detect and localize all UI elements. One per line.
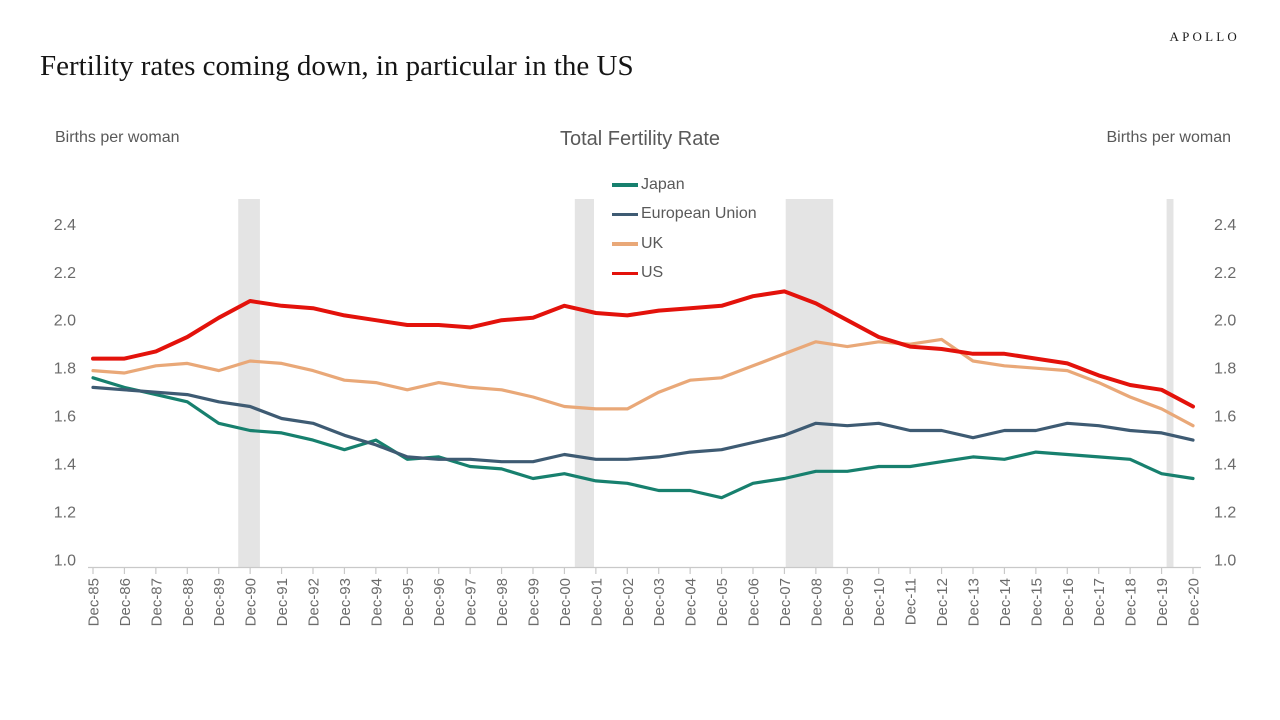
x-tick-label: Dec-09 [840, 578, 857, 626]
x-tick-label: Dec-92 [306, 578, 323, 626]
legend-swatch-uk [612, 242, 638, 246]
y-tick-label-right: 2.2 [1214, 265, 1236, 282]
y-axis-unit-label-right: Births per woman [1106, 129, 1232, 146]
x-tick-label: Dec-87 [148, 578, 165, 626]
y-tick-label-right: 2.0 [1214, 313, 1236, 330]
y-tick-label-right: 1.4 [1214, 457, 1236, 474]
recession-band [1166, 199, 1174, 568]
x-tick-label: Dec-96 [431, 578, 448, 626]
x-tick-label: Dec-88 [180, 578, 197, 626]
y-tick-label-right: 1.6 [1214, 409, 1236, 426]
x-tick-label: Dec-15 [1028, 578, 1045, 626]
series-line-uk [91, 337, 1195, 428]
x-tick-label: Dec-91 [274, 578, 291, 626]
y-tick-label-right: 1.8 [1214, 361, 1236, 378]
y-tick-label-left: 1.8 [54, 361, 76, 378]
y-tick-label-left: 1.4 [54, 457, 76, 474]
y-tick-label-left: 1.2 [54, 505, 76, 522]
y-tick-label-left: 2.2 [54, 265, 76, 282]
x-tick-label: Dec-20 [1186, 578, 1203, 626]
x-tick-label: Dec-99 [526, 578, 543, 626]
x-tick-label: Dec-11 [903, 578, 920, 625]
y-tick-label-left: 2.0 [54, 313, 76, 330]
legend-item-us: US [612, 259, 757, 289]
series-line-european-union [91, 385, 1195, 464]
x-tick-label: Dec-00 [557, 578, 574, 626]
x-tick-label: Dec-90 [243, 578, 260, 626]
x-tick-label: Dec-17 [1091, 578, 1108, 626]
legend-label: Japan [641, 175, 685, 193]
x-tick-label: Dec-05 [714, 578, 731, 626]
y-tick-label-right: 2.4 [1214, 217, 1236, 234]
x-tick-label: Dec-12 [934, 578, 951, 626]
legend-label: UK [641, 234, 664, 252]
legend-swatch-us [612, 271, 638, 275]
x-tick-label: Dec-89 [211, 578, 228, 626]
legend-item-uk: UK [612, 229, 757, 259]
legend-swatch-european-union [612, 212, 638, 216]
y-tick-label-left: 1.0 [54, 553, 76, 570]
x-tick-label: Dec-93 [337, 578, 354, 626]
recession-band [785, 199, 834, 568]
legend-label: US [641, 264, 664, 282]
x-tick-label: Dec-16 [1060, 578, 1077, 626]
x-tick-label: Dec-01 [588, 578, 605, 626]
y-tick-label-right: 1.2 [1214, 505, 1236, 522]
chart-title: Total Fertility Rate [559, 128, 721, 150]
y-tick-label-right: 1.0 [1214, 553, 1236, 570]
y-axis-unit-label-left: Births per woman [55, 129, 180, 146]
x-tick-label: Dec-08 [808, 578, 825, 626]
legend-item-european-union: European Union [612, 200, 757, 230]
series-line-japan [91, 376, 1195, 500]
x-tick-label: Dec-03 [651, 578, 668, 626]
legend-item-japan: Japan [612, 170, 757, 200]
apollo-logo: APOLLO [1169, 29, 1240, 44]
x-tick-label: Dec-06 [746, 578, 763, 626]
legend-label: European Union [641, 205, 757, 223]
x-tick-label: Dec-02 [620, 578, 637, 626]
x-tick-label: Dec-98 [494, 578, 511, 626]
x-tick-label: Dec-19 [1154, 578, 1171, 626]
x-tick-label: Dec-10 [871, 578, 888, 626]
recession-band [238, 199, 260, 568]
y-tick-label-left: 2.4 [54, 217, 76, 234]
x-tick-label: Dec-18 [1123, 578, 1140, 626]
x-tick-label: Dec-85 [86, 578, 103, 626]
series-line-us [91, 289, 1195, 409]
x-tick-label: Dec-04 [683, 578, 700, 626]
recession-band [574, 199, 594, 568]
page-title: Fertility rates coming down, in particul… [40, 50, 634, 82]
x-tick-label: Dec-95 [400, 578, 417, 626]
x-tick-label: Dec-86 [117, 578, 134, 626]
x-tick-label: Dec-97 [463, 578, 480, 626]
x-tick-label: Dec-94 [368, 578, 385, 626]
x-tick-label: Dec-14 [997, 578, 1014, 626]
y-tick-label-left: 1.6 [54, 409, 76, 426]
legend: Japan European Union UK US [612, 170, 757, 288]
legend-swatch-japan [612, 183, 638, 187]
x-tick-label: Dec-07 [777, 578, 794, 626]
x-tick-label: Dec-13 [966, 578, 983, 626]
